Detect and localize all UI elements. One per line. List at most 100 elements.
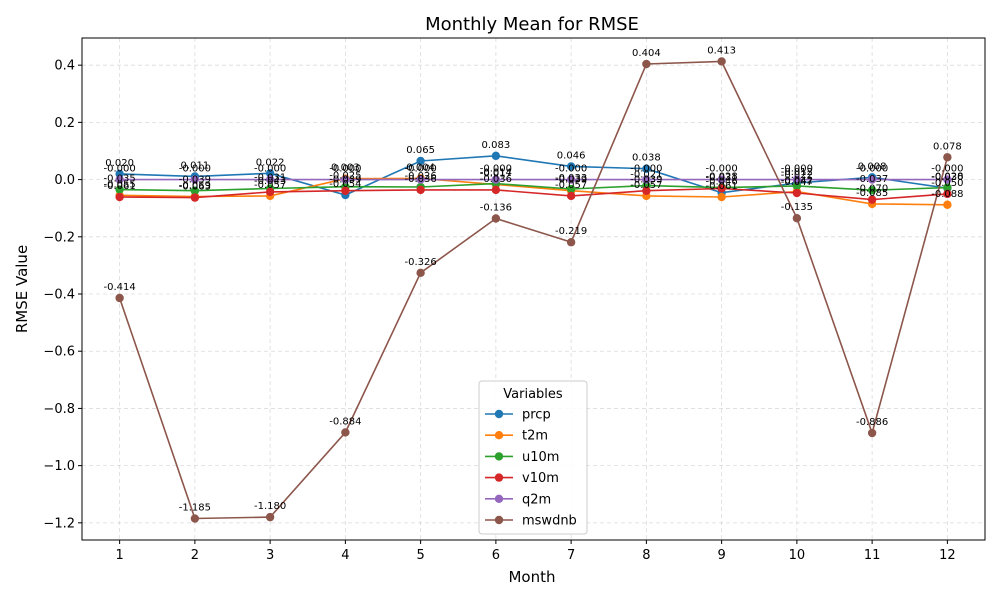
data-label-prcp: 0.083 [482,140,511,151]
data-label-v10m: -0.036 [405,174,437,185]
data-point-mswdnb [491,214,501,223]
data-label-v10m: -0.039 [630,175,662,186]
y-tick-label: −0.4 [43,288,75,303]
x-tick-label: 8 [642,548,650,563]
y-tick-label: 0.0 [54,173,75,188]
y-tick-label: −0.6 [43,345,75,360]
legend-swatch-marker [494,473,504,482]
data-label-q2m: -0.000 [630,164,662,175]
data-label-v10m: -0.039 [329,175,361,186]
data-point-prcp [265,169,275,178]
data-point-u10m [943,183,952,192]
y-tick-label: −0.2 [43,230,75,245]
data-point-t2m [717,192,726,202]
data-label-prcp: 0.011 [181,160,210,171]
data-point-u10m [115,185,124,194]
series-line-t2m [119,177,948,206]
data-label-q2m: -0.000 [480,164,512,175]
data-label-mswdnb: -0.136 [480,202,512,213]
data-point-q2m [566,175,576,184]
legend-swatch-marker [494,494,504,503]
data-point-u10m [190,186,200,195]
data-label-t2m: -0.039 [555,175,587,186]
data-label-u10m: -0.028 [706,172,738,183]
y-tick-label: 0.2 [54,116,75,131]
data-point-v10m [416,185,425,195]
data-label-prcp: 0.038 [632,153,661,164]
data-label-mswdnb: 0.413 [707,45,736,56]
data-label-t2m: -0.061 [706,181,738,192]
data-point-v10m [717,184,726,193]
data-point-v10m [115,192,124,202]
data-point-v10m [265,187,275,197]
x-tick-label: 1 [115,548,123,563]
data-label-u10m: -0.031 [254,172,286,183]
data-point-v10m [566,191,576,201]
data-point-q2m [491,175,501,184]
data-point-q2m [341,175,350,184]
data-label-v10m: -0.031 [706,172,738,183]
data-label-prcp: -0.046 [706,177,738,188]
legend-item-u10m: u10m [522,450,559,465]
data-label-mswdnb: -1.185 [179,503,211,514]
data-label-q2m: -0.000 [329,164,361,175]
data-point-t2m [943,200,952,209]
data-label-q2m: -0.000 [179,164,211,175]
x-tick-label: 9 [717,548,725,563]
data-point-mswdnb [416,268,425,278]
data-label-mswdnb: -0.884 [329,416,361,427]
data-label-prcp: -0.012 [781,167,813,178]
data-point-mswdnb [867,428,877,438]
data-label-t2m: -0.085 [856,188,888,199]
legend-item-prcp: prcp [522,408,551,423]
data-label-prcp: 0.065 [406,145,435,156]
data-label-q2m: -0.000 [781,164,813,175]
y-tick-label: −1.0 [43,459,75,474]
data-label-q2m: -0.000 [555,164,587,175]
data-label-q2m: -0.000 [856,164,888,175]
data-point-v10m [190,193,200,202]
legend-box [478,380,588,535]
data-point-v10m [867,195,877,204]
data-label-v10m: -0.063 [179,182,211,193]
data-label-u10m: -0.033 [555,173,587,184]
data-label-prcp: 0.046 [557,150,586,161]
data-label-prcp: -0.054 [329,179,361,190]
data-label-mswdnb: 0.078 [933,141,962,152]
data-point-mswdnb [642,59,651,69]
data-point-mswdnb [115,293,124,303]
data-label-q2m: -0.000 [405,164,437,175]
data-point-q2m [416,175,425,184]
data-label-v10m: -0.061 [104,181,136,192]
data-label-t2m: -0.088 [931,189,963,200]
legend-swatch-marker [494,409,504,419]
series-group [115,57,952,523]
data-point-q2m [190,175,200,184]
y-tick-label: −1.2 [43,516,75,531]
data-point-prcp [566,162,576,171]
data-label-q2m: -0.000 [706,164,738,175]
data-label-mswdnb: -0.135 [781,202,813,213]
data-point-q2m [115,175,124,184]
data-label-u10m: -0.028 [931,172,963,183]
data-point-prcp [642,164,651,173]
data-point-mswdnb [717,57,726,66]
data-point-mswdnb [943,153,952,162]
legend-item-v10m: v10m [522,471,559,486]
legend-item-t2m: t2m [522,429,548,444]
data-label-prcp: 0.022 [256,157,285,168]
data-label-t2m: -0.042 [781,176,813,187]
legend-swatch-marker [494,452,504,461]
x-tick-label: 10 [789,548,806,563]
data-label-mswdnb: -0.219 [555,226,587,237]
data-label-t2m: -0.017 [480,168,512,179]
data-point-q2m [642,175,651,184]
data-label-u10m: -0.039 [179,175,211,186]
data-point-mswdnb [341,428,350,437]
data-point-u10m [792,181,802,191]
y-tick-label: 0.4 [54,59,75,74]
legend-swatch-marker [494,515,504,525]
data-label-v10m: -0.047 [781,177,813,188]
axes: 1 2 3 4 5 6 7 8 9 10 11 120.40.20.0−0.2−0.4−0.6−0.8… [43,59,955,563]
